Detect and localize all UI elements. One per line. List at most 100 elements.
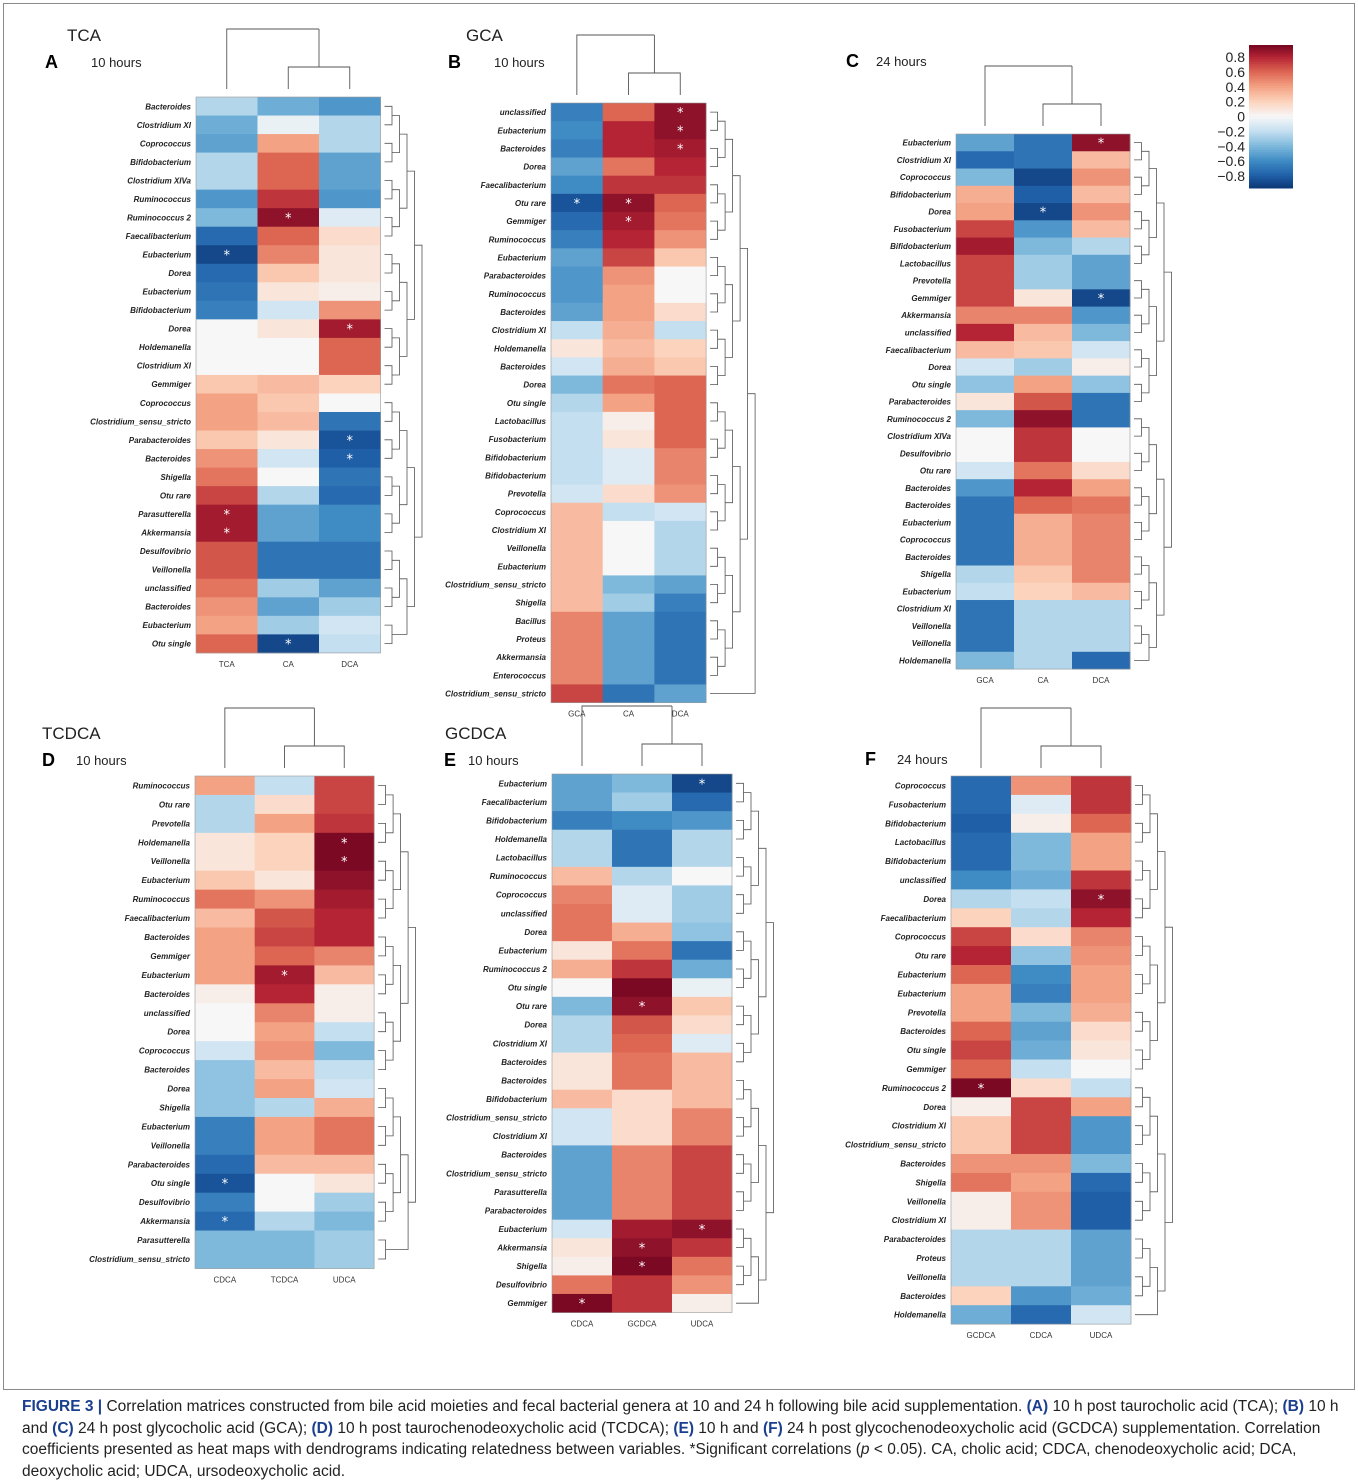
heatmap-cell <box>956 272 1015 290</box>
heatmap-cell <box>319 504 381 524</box>
heatmap-cell <box>314 813 375 834</box>
heatmap-cell <box>319 467 381 487</box>
colorbar-swatch <box>1249 185 1293 189</box>
row-label: unclassified <box>145 584 192 593</box>
column-label: GCDCA <box>628 1320 658 1329</box>
heatmap-border <box>955 133 1131 670</box>
heatmap-cell <box>1011 1191 1072 1212</box>
row-label: Lactobacillus <box>900 259 952 268</box>
heatmap-cell <box>195 1230 256 1250</box>
heatmap-cell <box>1011 1002 1072 1023</box>
row-label: Desulfovibrio <box>139 1198 190 1207</box>
significance-marker: * <box>677 142 684 157</box>
heatmap-cell <box>951 1286 1012 1306</box>
caption-ref-c: (C) <box>52 1419 74 1437</box>
row-label: Holdemanella <box>899 656 952 665</box>
heatmap-cell <box>319 486 381 506</box>
heatmap-cell <box>552 1089 613 1109</box>
row-label: Ruminococcus <box>133 895 191 904</box>
heatmap-cell <box>195 1041 256 1061</box>
row-label: unclassified <box>501 909 548 918</box>
heatmap-cell <box>319 449 381 468</box>
heatmap-cell <box>1072 410 1131 428</box>
row-label: Parabacteroides <box>889 398 952 407</box>
row-label: Clostridium XI <box>492 526 547 535</box>
panel-letter: D <box>42 750 55 770</box>
heatmap-cell <box>951 1210 1012 1230</box>
heatmap-cell <box>1072 203 1131 221</box>
heatmap-cell <box>951 1191 1012 1212</box>
heatmap-cell <box>672 1256 733 1276</box>
heatmap-cell <box>314 889 375 909</box>
heatmap-cell <box>672 885 733 905</box>
heatmap-cell <box>1011 813 1072 834</box>
caption-text: 10 h and <box>694 1419 763 1437</box>
heatmap-cell <box>1011 1059 1072 1079</box>
heatmap-cell <box>1071 813 1132 834</box>
heatmap-cell <box>1072 254 1131 273</box>
row-label: Bifidobacterium <box>485 471 546 480</box>
heatmap-cell <box>314 965 375 985</box>
heatmap-cell <box>1014 427 1073 446</box>
heatmap-cell <box>1011 832 1072 852</box>
heatmap-cell <box>195 889 256 909</box>
heatmap-cell <box>602 629 655 649</box>
heatmap-cell <box>654 266 707 286</box>
heatmap-cell <box>551 484 604 504</box>
row-label: Eubacterium <box>499 779 547 788</box>
colorbar-swatch <box>1249 83 1293 87</box>
row-label: Coprococcus <box>900 536 952 545</box>
heatmap-cell <box>951 1002 1012 1023</box>
heatmap-cell <box>551 502 604 522</box>
colorbar-swatch <box>1249 87 1293 91</box>
panel-letter: B <box>448 52 461 72</box>
row-label: Clostridium_sensu_stricto <box>89 1255 190 1264</box>
row-label: Dorea <box>168 325 191 334</box>
row-dendrogram <box>710 111 756 694</box>
row-label: Shigella <box>920 570 951 579</box>
heatmap-cell <box>1072 513 1131 532</box>
colorbar-swatch <box>1249 85 1293 89</box>
heatmap-cell <box>1011 1040 1072 1060</box>
heatmap-cell <box>1011 1116 1072 1136</box>
heatmap-cell <box>257 208 320 228</box>
heatmap-cell <box>956 306 1015 325</box>
caption-text: 24 h post glycocholic acid (GCA); <box>73 1419 312 1437</box>
heatmap-cell <box>314 1116 375 1137</box>
heatmap-cell <box>196 189 258 209</box>
heatmap-cell <box>254 776 315 796</box>
row-label: Faecalibacterium <box>126 232 191 241</box>
heatmap-cell <box>552 1163 613 1183</box>
row-label: Coprococcus <box>495 508 547 517</box>
heatmap-cell <box>314 908 375 928</box>
colorbar: 0.80.60.40.20−0.2−0.4−0.6−0.8 <box>1217 45 1293 189</box>
significance-marker: * <box>699 777 706 792</box>
heatmap-cell <box>1072 220 1131 238</box>
row-label: Gemmiger <box>911 294 951 303</box>
heatmap-cell <box>956 168 1015 187</box>
heatmap-cell <box>672 1201 733 1221</box>
row-label: Clostridium XI <box>897 605 952 614</box>
heatmap-cell <box>1011 1172 1072 1193</box>
heatmap-cell <box>654 539 707 558</box>
heatmap-cell <box>1014 358 1073 377</box>
caption-label: FIGURE 3 | <box>22 1398 103 1415</box>
heatmap-cell <box>196 523 258 543</box>
heatmap-cell <box>257 374 320 394</box>
heatmap-cell <box>196 486 258 506</box>
row-label: Bifidobacterium <box>486 816 547 825</box>
heatmap-cell <box>195 1079 256 1099</box>
heatmap-cell <box>195 1060 256 1080</box>
heatmap-cell <box>951 1116 1012 1136</box>
row-label: Ruminococcus <box>489 235 547 244</box>
heatmap-cell <box>602 121 655 140</box>
heatmap-cell <box>654 411 707 431</box>
heatmap-cell <box>257 152 320 172</box>
heatmap-cell <box>951 983 1012 1004</box>
column-label: UDCA <box>691 1320 714 1329</box>
row-label: Otu single <box>508 984 548 993</box>
colorbar-swatch <box>1249 56 1293 60</box>
heatmap-cell <box>254 813 315 834</box>
row-label: Dorea <box>524 1021 547 1030</box>
heatmap-cell <box>314 927 375 947</box>
